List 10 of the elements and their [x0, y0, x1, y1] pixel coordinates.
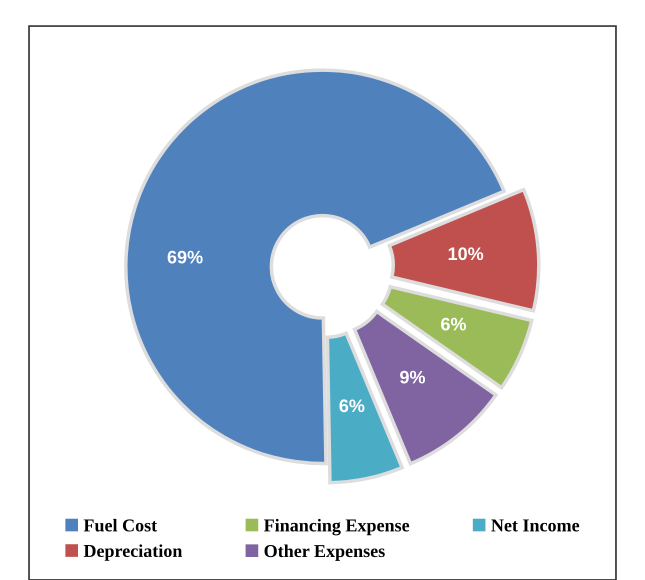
data-label: 6%: [339, 399, 364, 412]
legend-label: Fuel Cost: [84, 518, 158, 532]
data-label: 9%: [400, 370, 426, 384]
legend-label: Financing Expense: [264, 518, 410, 536]
legend-label: Depreciation: [84, 544, 182, 561]
legend-label: Other Expenses: [264, 544, 385, 561]
data-label: 10%: [448, 247, 484, 260]
data-label: 6%: [441, 318, 466, 331]
legend-label: Net Income: [491, 520, 580, 532]
data-label: 69%: [168, 250, 203, 264]
